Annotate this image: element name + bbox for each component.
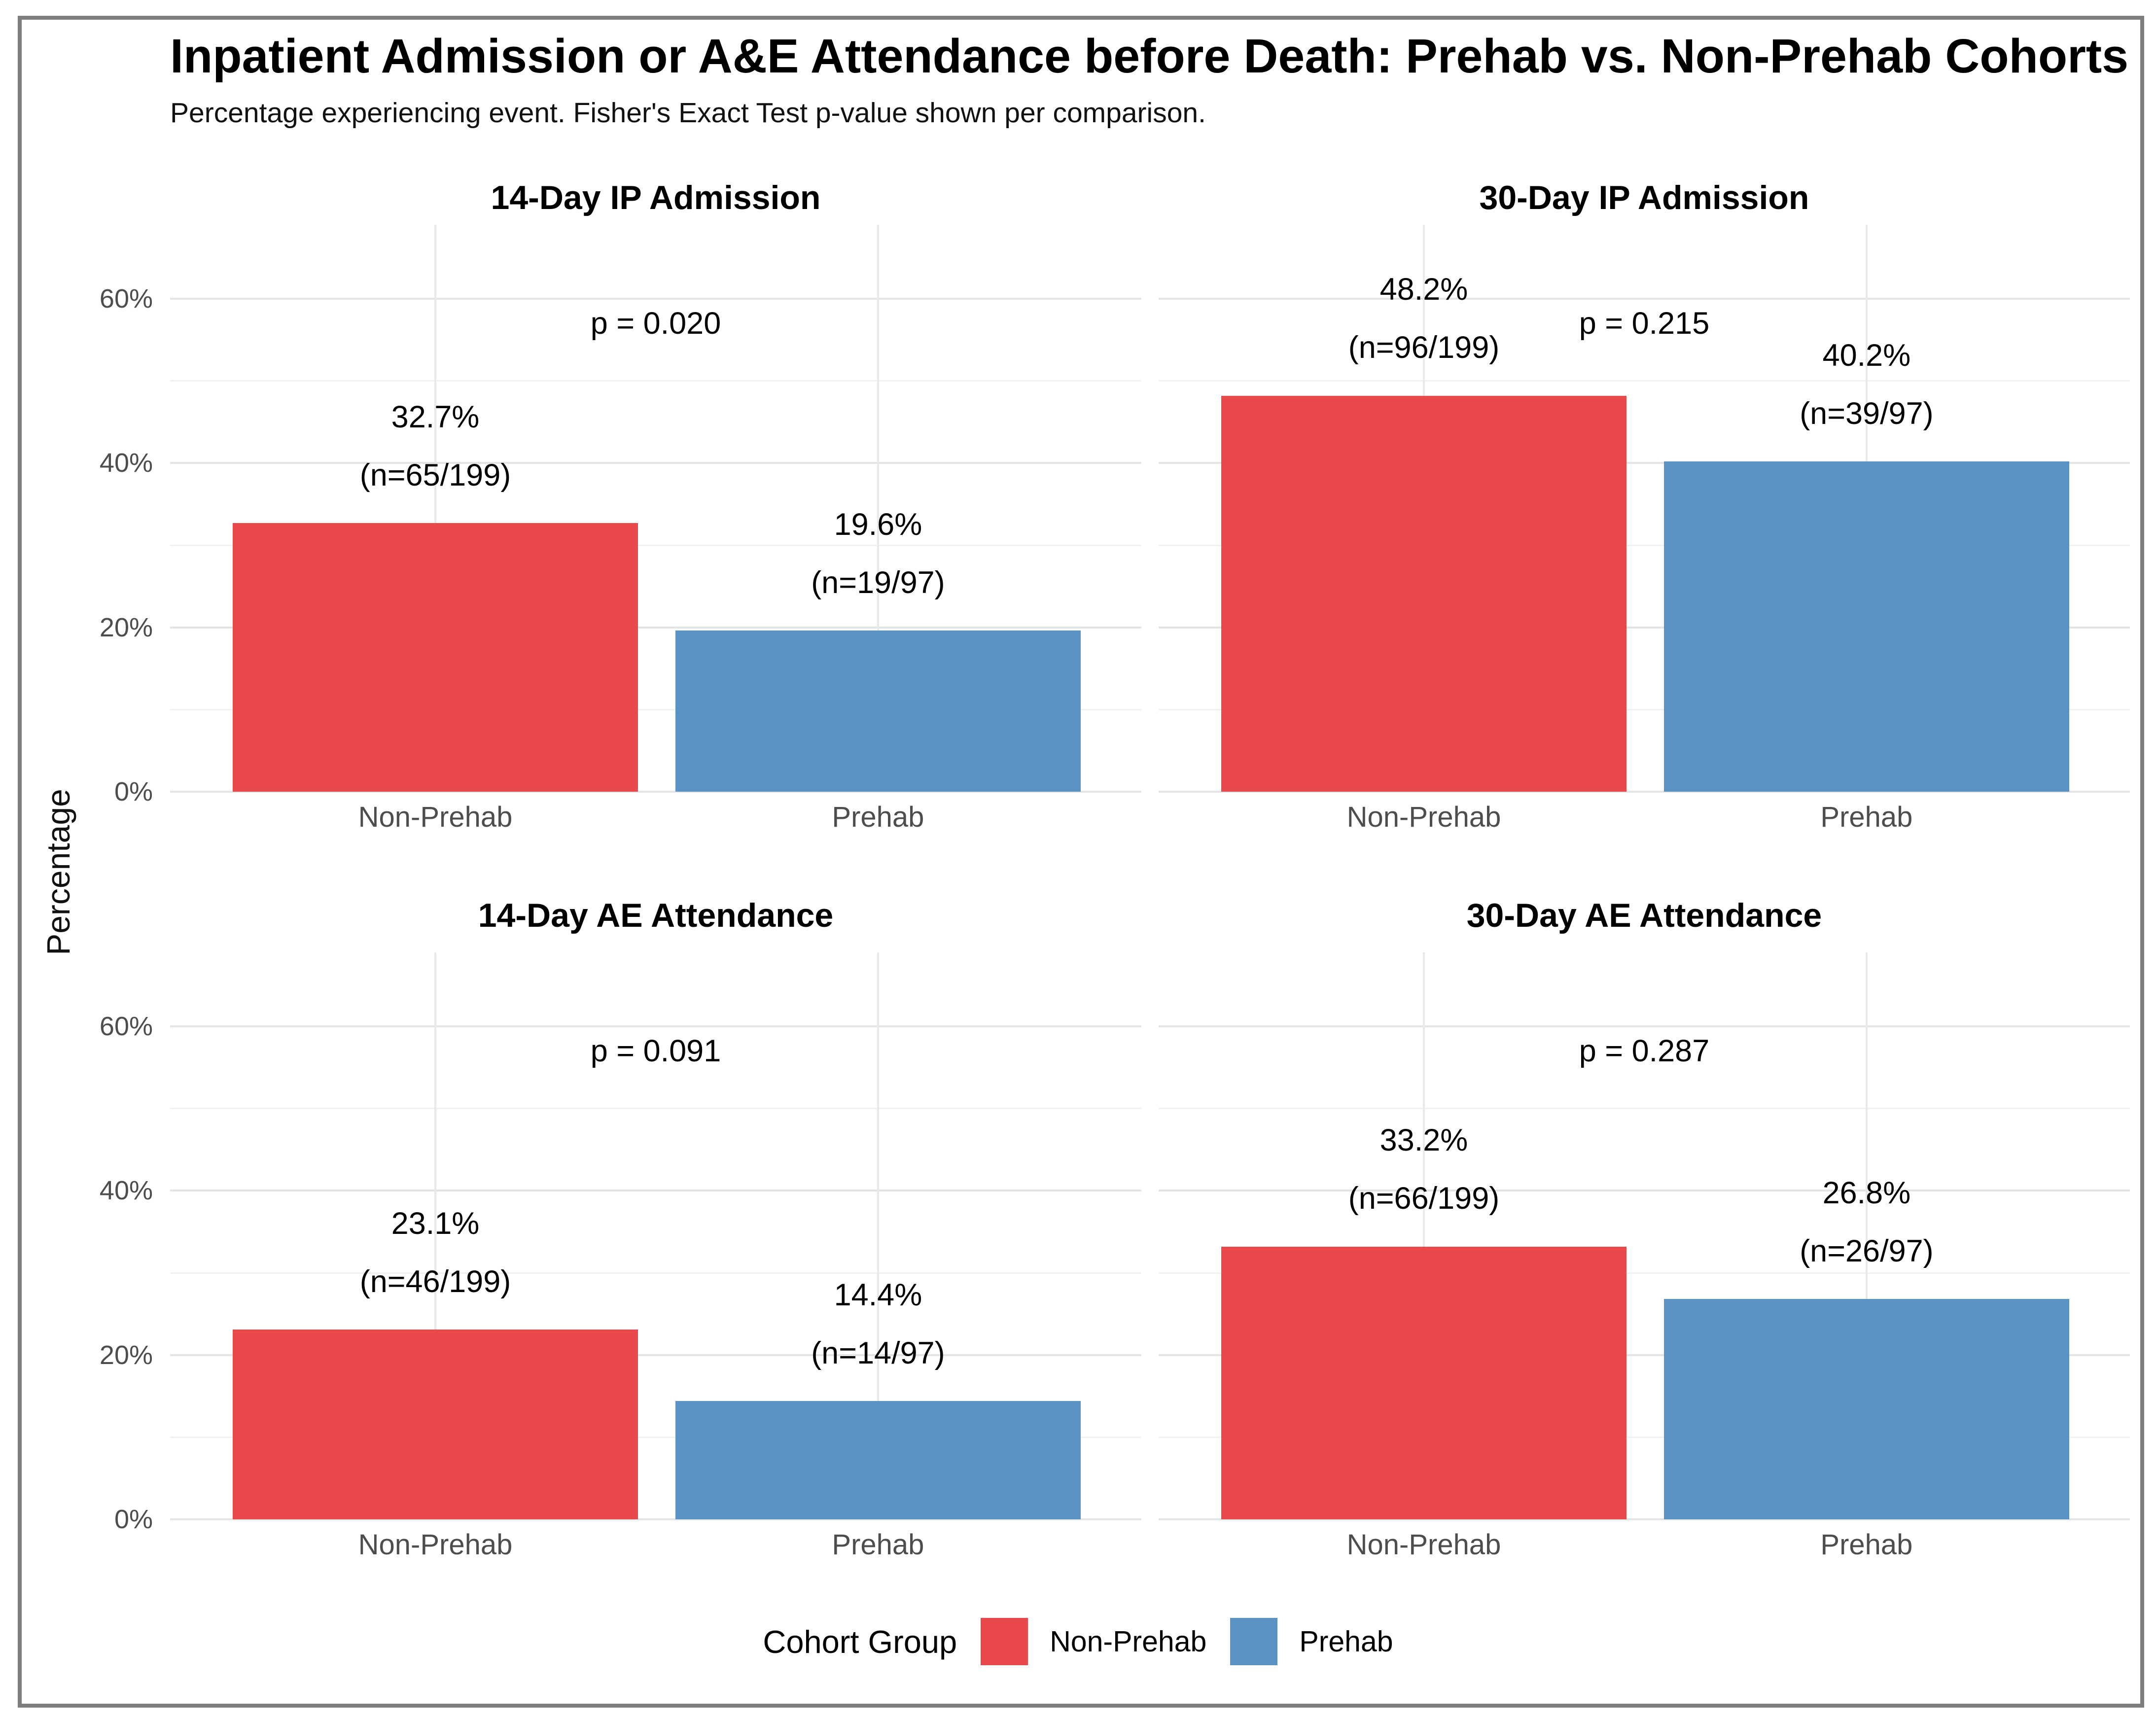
panel-title: 30-Day AE Attendance xyxy=(1466,897,1822,934)
p-value-label: p = 0.215 xyxy=(1579,306,1710,341)
y-tick-label: 0% xyxy=(114,1505,153,1534)
bar-percent-text: 33.2% xyxy=(1379,1123,1468,1158)
legend-title: Cohort Group xyxy=(763,1623,957,1660)
x-tick-label: Non-Prehab xyxy=(1346,801,1501,833)
bar-percent-text: 19.6% xyxy=(834,507,922,542)
p-value-label: p = 0.091 xyxy=(590,1034,721,1068)
bar-n-text: (n=96/199) xyxy=(1348,330,1500,365)
bar-non-prehab xyxy=(1221,1246,1626,1519)
gridline-h-major xyxy=(170,1190,1141,1192)
x-tick-label: Prehab xyxy=(1820,801,1913,833)
bar-percent-text: 40.2% xyxy=(1822,338,1911,373)
y-tick-label: 20% xyxy=(99,612,153,642)
x-tick-label: Prehab xyxy=(832,1529,924,1561)
y-tick-label: 40% xyxy=(99,1176,153,1206)
y-tick-label: 60% xyxy=(99,1012,153,1041)
bar-prehab xyxy=(1664,1299,2069,1519)
chart-title: Inpatient Admission or A&E Attendance be… xyxy=(170,29,2129,83)
x-tick-label: Prehab xyxy=(1820,1529,1913,1561)
chart-subtitle: Percentage experiencing event. Fisher's … xyxy=(170,97,1206,129)
bar-n-text: (n=26/97) xyxy=(1800,1234,1934,1268)
bar-n-text: (n=65/199) xyxy=(359,457,511,492)
bar-n-text: (n=39/97) xyxy=(1800,396,1934,431)
x-tick-label: Non-Prehab xyxy=(1346,1529,1501,1561)
bar-prehab xyxy=(1664,461,2069,792)
y-tick-label: 60% xyxy=(99,284,153,314)
bar-value-label: 14.4% (n=14/97) xyxy=(635,1266,1121,1382)
bar-value-label: 32.7% (n=65/199) xyxy=(193,388,678,504)
legend-label: Non-Prehab xyxy=(1050,1625,1207,1658)
p-value-label: p = 0.020 xyxy=(590,306,721,341)
bar-non-prehab xyxy=(233,1330,638,1519)
bar-n-text: (n=66/199) xyxy=(1348,1181,1500,1216)
x-tick-label: Prehab xyxy=(832,801,924,833)
bar-percent-text: 32.7% xyxy=(391,399,480,434)
panel-title: 30-Day IP Admission xyxy=(1479,179,1809,216)
bar-prehab xyxy=(675,1401,1081,1519)
gridline-h-minor xyxy=(1159,1108,2130,1110)
panel-14-day-ae-attendance: 14-Day AE Attendance 23.1% (n=46/199) Non-P… xyxy=(170,897,1141,1561)
legend-swatch-prehab-icon xyxy=(1230,1618,1278,1665)
gridline-h-major xyxy=(170,1025,1141,1027)
panel-14-day-ip-admission: 14-Day IP Admission 32.7% (n=65/199) Non-Pr… xyxy=(170,179,1141,833)
bar-n-text: (n=19/97) xyxy=(811,565,945,600)
legend-item-prehab: Prehab xyxy=(1230,1618,1393,1665)
gridline-h-major xyxy=(1159,1025,2130,1027)
panel-title: 14-Day IP Admission xyxy=(491,179,821,216)
legend-swatch-non-prehab-icon xyxy=(981,1618,1028,1665)
bar-non-prehab xyxy=(233,523,638,792)
bar-value-label: 23.1% (n=46/199) xyxy=(193,1194,678,1311)
gridline-h-minor xyxy=(170,380,1141,382)
p-value-label: p = 0.287 xyxy=(1579,1034,1710,1068)
bar-n-text: (n=46/199) xyxy=(359,1264,511,1299)
panel-30-day-ae-attendance: 30-Day AE Attendance 33.2% (n=66/199) Non-P… xyxy=(1159,897,2130,1561)
bar-non-prehab xyxy=(1221,395,1626,792)
bar-value-label: 26.8% (n=26/97) xyxy=(1624,1164,2109,1280)
legend-label: Prehab xyxy=(1299,1625,1393,1658)
bar-value-label: 48.2% (n=96/199) xyxy=(1181,260,1667,377)
bar-percent-text: 48.2% xyxy=(1379,272,1468,307)
y-tick-label: 20% xyxy=(99,1340,153,1370)
gridline-h-major xyxy=(170,298,1141,300)
bar-percent-text: 26.8% xyxy=(1822,1176,1911,1210)
x-tick-label: Non-Prehab xyxy=(358,801,513,833)
bar-percent-text: 23.1% xyxy=(391,1206,480,1241)
y-tick-label: 0% xyxy=(114,777,153,806)
bar-prehab xyxy=(675,630,1081,792)
bar-value-label: 19.6% (n=19/97) xyxy=(635,495,1121,612)
panel-title: 14-Day AE Attendance xyxy=(478,897,834,934)
panel-30-day-ip-admission: 30-Day IP Admission 48.2% (n=96/199) Non-Pr… xyxy=(1159,179,2130,833)
legend-item-non-prehab: Non-Prehab xyxy=(981,1618,1206,1665)
x-tick-label: Non-Prehab xyxy=(358,1529,513,1561)
gridline-h-minor xyxy=(170,1108,1141,1110)
bar-value-label: 40.2% (n=39/97) xyxy=(1624,326,2109,443)
y-axis-title: Percentage xyxy=(40,789,76,955)
bar-value-label: 33.2% (n=66/199) xyxy=(1181,1111,1667,1227)
bar-percent-text: 14.4% xyxy=(834,1277,922,1312)
legend: Cohort Group Non-Prehab Prehab xyxy=(0,1611,2156,1672)
bar-n-text: (n=14/97) xyxy=(811,1335,945,1370)
y-tick-label: 40% xyxy=(99,448,153,478)
